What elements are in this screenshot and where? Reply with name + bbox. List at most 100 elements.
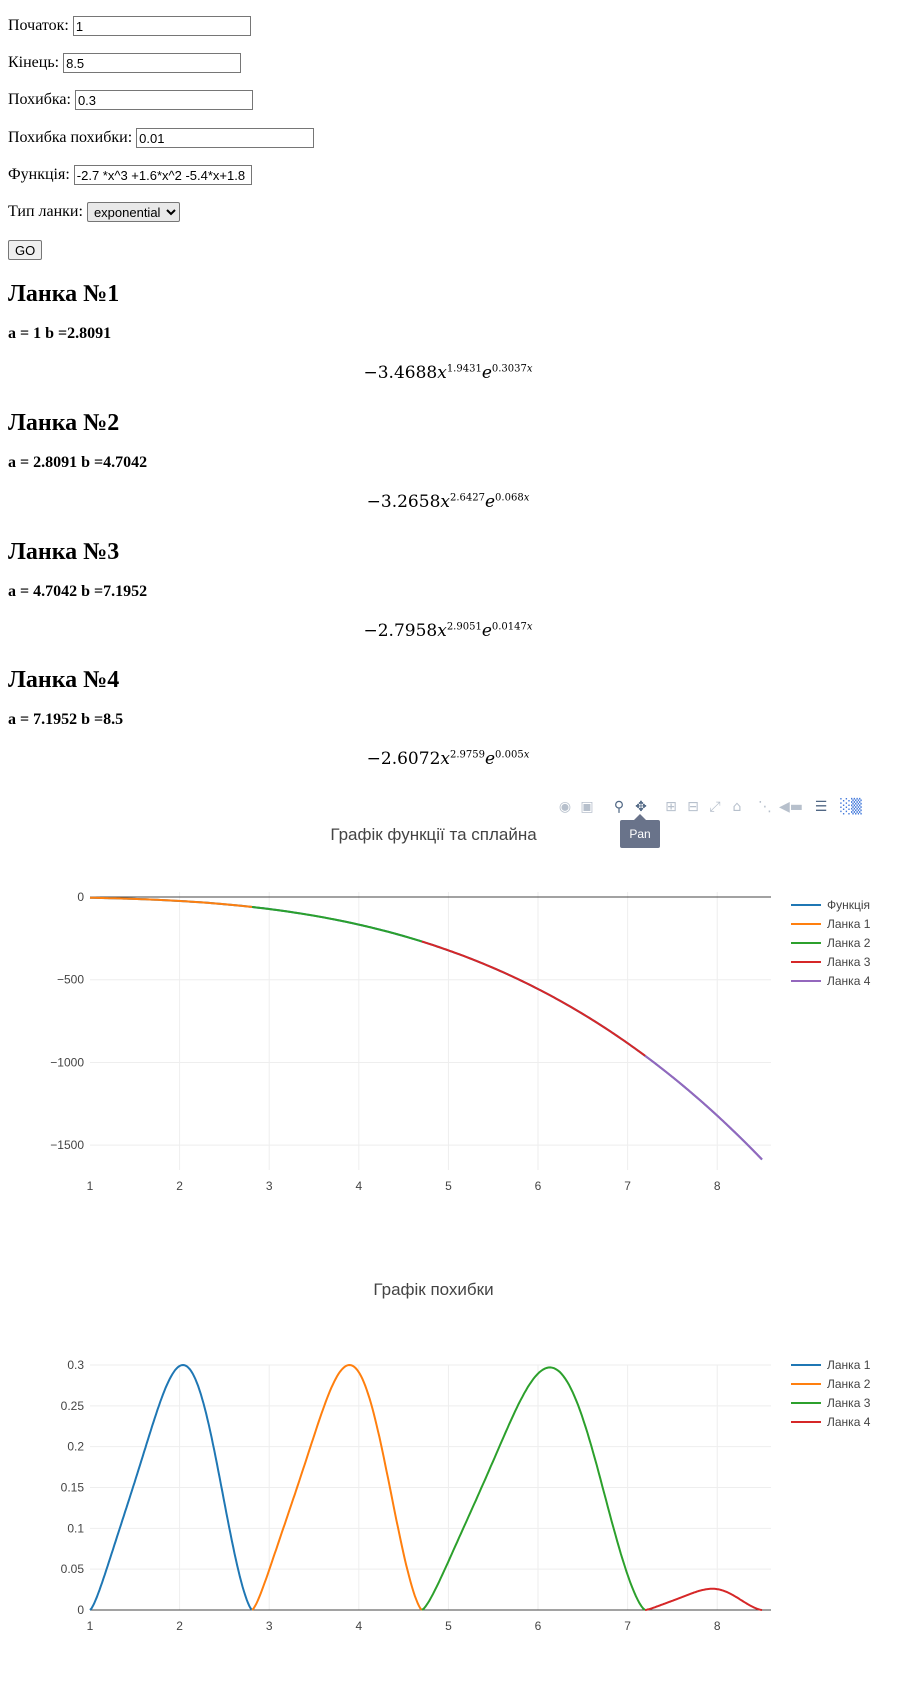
series-line [644, 1054, 763, 1161]
legend-label: Ланка 4 [827, 974, 871, 988]
error-error-label: Похибка похибки: [8, 129, 133, 146]
legend-label: Функція [827, 898, 870, 912]
y-tick-label: −500 [57, 973, 84, 987]
series-line [89, 896, 253, 908]
formula-power: 2.9759 [449, 749, 485, 761]
y-tick-label: 0 [77, 890, 84, 904]
start-label: Початок: [8, 17, 69, 34]
formula-exp: 0.0147 [491, 621, 527, 633]
y-tick-label: 0.2 [67, 1440, 84, 1454]
formula-coef: −2.7958 [363, 621, 438, 641]
legend-label: Ланка 2 [827, 1377, 871, 1391]
segment-bounds: a = 7.1952 b =8.5 [8, 711, 124, 728]
legend-label: Ланка 3 [827, 1396, 871, 1410]
zoom-out-icon[interactable]: ⊟ [687, 799, 699, 815]
segment-formula: −2.6072x2.9759e0.005x [366, 749, 530, 769]
segment-formula: −3.2658x2.6427e0.068x [366, 492, 530, 512]
x-tick-label: 6 [535, 1179, 542, 1193]
y-tick-label: 0.1 [67, 1521, 84, 1535]
error-error-row: Похибка похибки: [8, 128, 315, 148]
segment-bounds: a = 4.7042 b =7.1952 [8, 583, 148, 600]
segment-4: Ланка №4 a = 7.1952 b =8.5 −2.6072x2.975… [8, 667, 888, 769]
save-icon[interactable]: ▣ [580, 799, 594, 815]
zoom-in-icon[interactable]: ⊞ [665, 799, 677, 815]
y-tick-label: 0.05 [61, 1562, 85, 1576]
segment-1: Ланка №1 a = 1 b =2.8091 −3.4688x1.9431e… [8, 281, 888, 383]
pan-tooltip: Pan [620, 814, 660, 848]
error-label: Похибка: [8, 91, 71, 108]
formula-coef: −3.4688 [363, 363, 438, 383]
legend-label: Ланка 1 [827, 917, 871, 931]
segment-bounds: a = 2.8091 b =4.7042 [8, 454, 148, 471]
type-select[interactable]: exponential [86, 202, 180, 222]
segment-formula: −3.4688x1.9431e0.3037x [363, 363, 533, 383]
y-tick-label: 0.3 [67, 1358, 84, 1372]
segment-title: Ланка №3 [8, 539, 120, 565]
function-spline-chart[interactable]: Графік функції та сплайна 1 2 3 4 5 6 7 8 0 −500 −1… [0, 820, 900, 1250]
legend-label: Ланка 3 [827, 955, 871, 969]
formula-power: 1.9431 [446, 363, 482, 375]
x-tick-label: 4 [355, 1619, 362, 1633]
segment-title: Ланка №2 [8, 410, 120, 436]
chart-title: Графік похибки [373, 1280, 493, 1299]
series-line [421, 1366, 646, 1611]
function-label: Функція: [8, 166, 70, 183]
type-label: Тип ланки: [8, 203, 83, 220]
autoscale-icon[interactable]: ⤢ [709, 799, 721, 815]
x-tick-label: 7 [624, 1619, 631, 1633]
series-line [89, 1363, 253, 1611]
plot-modebar: ◉ ▣ ⚲ ✥ ⊞ ⊟ ⤢ ⌂ ⋱ ◀▬ ☰ ░▒ [554, 797, 866, 817]
hover-compare-icon[interactable]: ☰ [814, 799, 828, 815]
error-chart[interactable]: Графік похибки 1 2 3 4 5 6 7 8 0 0.05 0.1 0.15 0.2 0.2… [0, 1275, 900, 1695]
start-row: Початок: [8, 16, 251, 36]
formula-coef: −3.2658 [366, 492, 441, 512]
home-icon[interactable]: ⌂ [732, 799, 742, 815]
plotly-logo-icon[interactable]: ░▒ [840, 799, 862, 815]
error-error-input[interactable] [136, 128, 315, 148]
function-input[interactable] [73, 165, 252, 185]
x-tick-label: 2 [176, 1619, 183, 1633]
x-tick-label: 2 [176, 1179, 183, 1193]
series-line [252, 906, 423, 943]
error-input[interactable] [74, 90, 253, 110]
chart-title: Графік функції та сплайна [330, 825, 537, 844]
camera-icon[interactable]: ◉ [558, 799, 572, 815]
legend-label: Ланка 1 [827, 1358, 871, 1372]
end-input[interactable] [63, 53, 242, 73]
x-tick-label: 4 [355, 1179, 362, 1193]
y-tick-label: 0.15 [61, 1481, 85, 1495]
segment-3: Ланка №3 a = 4.7042 b =7.1952 −2.7958x2.… [8, 539, 888, 641]
x-tick-label: 8 [714, 1179, 721, 1193]
start-input[interactable] [72, 16, 251, 36]
pan-icon[interactable]: ✥ [635, 799, 647, 815]
segment-formula: −2.7958x2.9051e0.0147x [363, 621, 533, 641]
x-tick-label: 1 [87, 1619, 94, 1633]
spike-lines-icon[interactable]: ⋱ [758, 799, 772, 815]
x-tick-label: 1 [87, 1179, 94, 1193]
type-row: Тип ланки: exponential [8, 202, 180, 222]
formula-exp: 0.3037 [491, 363, 527, 375]
formula-power: 2.6427 [449, 492, 485, 504]
legend-label: Ланка 4 [827, 1415, 871, 1429]
error-row: Похибка: [8, 90, 253, 110]
x-tick-label: 5 [445, 1179, 452, 1193]
segment-title: Ланка №1 [8, 281, 120, 307]
series-line [89, 896, 763, 1161]
formula-exp: 0.068 [495, 492, 524, 504]
end-row: Кінець: [8, 53, 242, 73]
hover-closest-icon[interactable]: ◀▬ [779, 799, 803, 815]
zoom-icon[interactable]: ⚲ [613, 799, 625, 815]
y-tick-label: −1000 [50, 1055, 84, 1069]
y-tick-label: 0 [77, 1603, 84, 1617]
x-tick-label: 7 [624, 1179, 631, 1193]
x-tick-label: 8 [714, 1619, 721, 1633]
series-line [421, 940, 646, 1057]
function-row: Функція: [8, 165, 252, 185]
segment-title: Ланка №4 [8, 667, 120, 693]
go-button[interactable]: GO [8, 240, 43, 260]
series-line [251, 1363, 423, 1611]
formula-coef: −2.6072 [366, 749, 441, 769]
y-tick-label: 0.25 [61, 1399, 85, 1413]
series-line [645, 1587, 763, 1611]
formula-power: 2.9051 [446, 621, 482, 633]
